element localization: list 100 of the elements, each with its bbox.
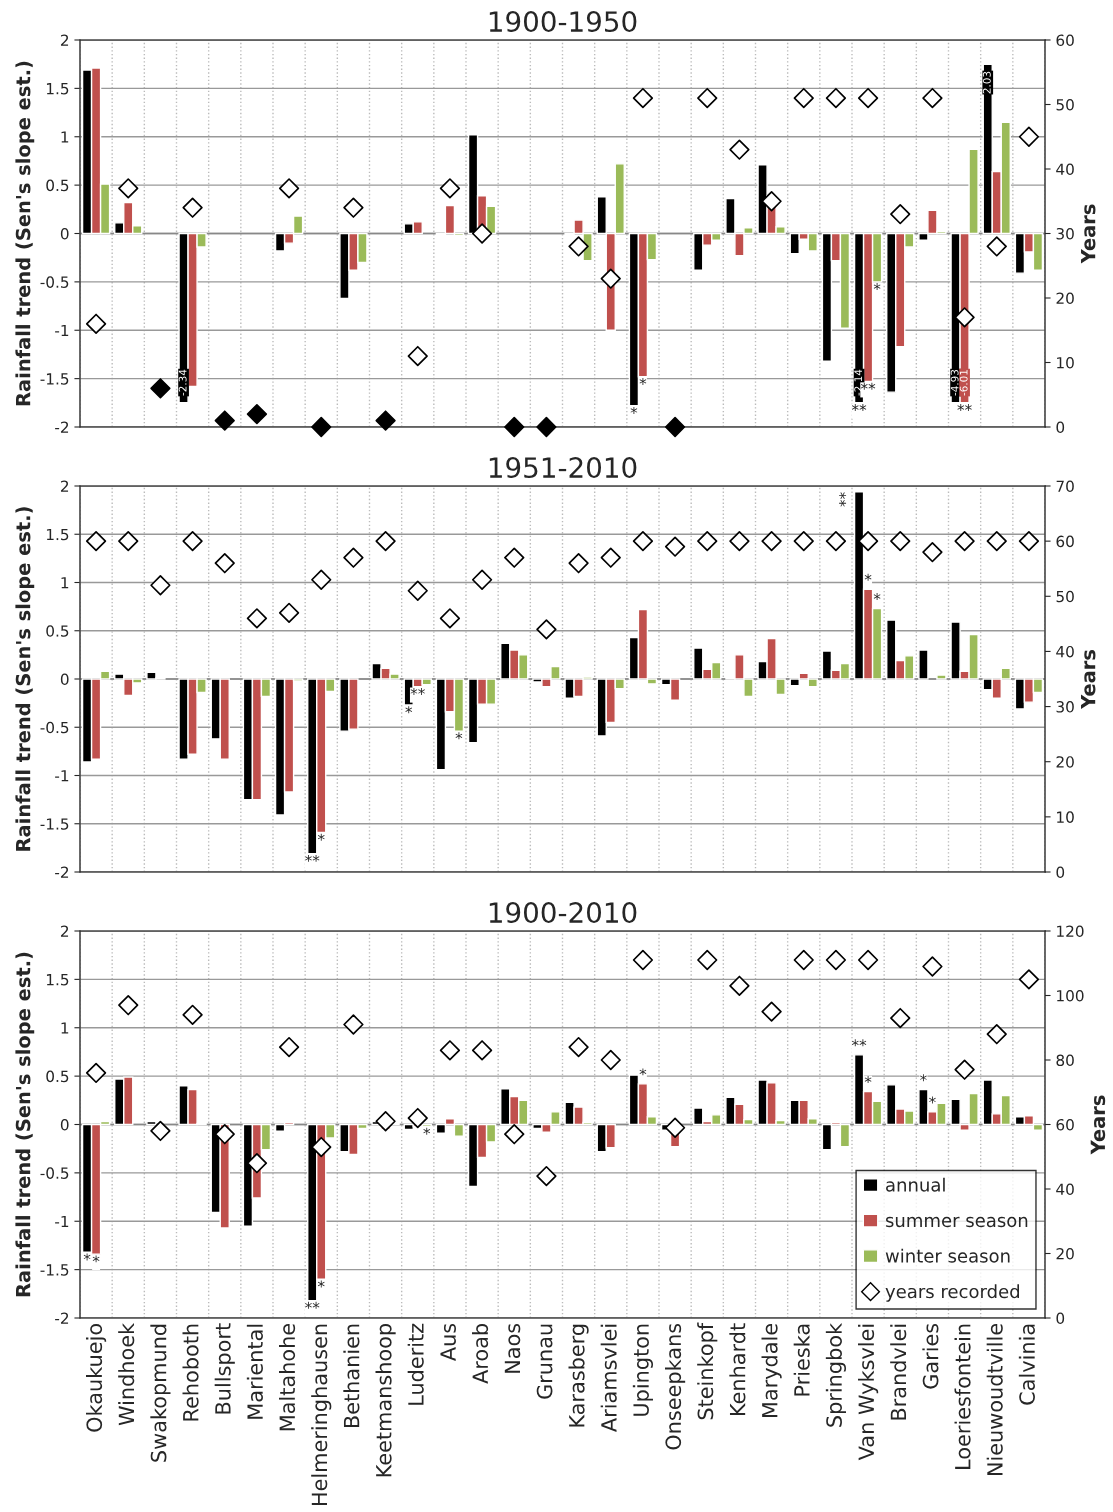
x-tick-label: Windhoek bbox=[118, 1322, 135, 1426]
x-tick-label: Swakopmund bbox=[150, 1324, 171, 1462]
point bbox=[85, 1062, 107, 1084]
point bbox=[504, 416, 525, 438]
point bbox=[600, 547, 621, 568]
y-tick-label: 0 bbox=[60, 1118, 69, 1131]
annotation: * bbox=[864, 573, 872, 581]
point bbox=[182, 530, 203, 552]
y-tick-label: 0.5 bbox=[46, 625, 69, 637]
legend-label: annual bbox=[886, 1177, 945, 1192]
point bbox=[375, 530, 396, 552]
point bbox=[278, 178, 300, 199]
y2-tick-label: 60 bbox=[1056, 34, 1074, 47]
x-tick-label: Nieuwoudtville bbox=[986, 1323, 1003, 1476]
y-tick-label: -1.5 bbox=[40, 1264, 69, 1276]
y2-tick-label: 50 bbox=[1056, 590, 1074, 603]
point bbox=[246, 1153, 268, 1174]
point bbox=[536, 1165, 557, 1187]
point bbox=[246, 403, 268, 425]
y-tick-label: 2 bbox=[60, 925, 69, 937]
point bbox=[664, 416, 686, 438]
y2-tick-label: 10 bbox=[1057, 811, 1074, 823]
point bbox=[182, 197, 203, 218]
y2-axis-title: Years bbox=[1081, 204, 1096, 264]
annotation: * bbox=[929, 1096, 936, 1104]
x-tick-label: Helmeringhausen bbox=[311, 1324, 332, 1506]
point bbox=[375, 410, 396, 431]
annotation: * bbox=[920, 1074, 927, 1082]
y-axis-title: Rainfall trend (Sen's slope est.) bbox=[15, 952, 35, 1297]
x-tick-label: Calvinia bbox=[1018, 1324, 1035, 1405]
annotation: -2.34 bbox=[178, 369, 187, 396]
point bbox=[664, 536, 686, 557]
point bbox=[1018, 530, 1040, 552]
y2-tick-label: 120 bbox=[1057, 925, 1084, 938]
point bbox=[407, 580, 428, 601]
y-tick-label: -0.5 bbox=[40, 276, 69, 288]
point bbox=[439, 1040, 461, 1061]
legend-label: winter season bbox=[885, 1248, 1010, 1263]
point bbox=[214, 1124, 235, 1145]
point bbox=[471, 569, 493, 590]
y-tick-label: 1 bbox=[61, 1022, 69, 1034]
point bbox=[922, 87, 943, 109]
annotation: * bbox=[455, 732, 463, 740]
annotation: * bbox=[873, 283, 881, 291]
annotation: ** bbox=[851, 1039, 867, 1047]
annotation: * bbox=[639, 1068, 647, 1076]
point bbox=[407, 345, 428, 367]
point bbox=[439, 608, 461, 629]
point bbox=[407, 1107, 428, 1129]
y2-tick-label: 0 bbox=[1056, 421, 1065, 434]
annotation: * bbox=[873, 593, 881, 601]
y-tick-label: -2 bbox=[55, 421, 69, 433]
point bbox=[922, 542, 943, 563]
point bbox=[118, 995, 139, 1016]
point bbox=[568, 553, 589, 574]
annotation: 2.03 bbox=[982, 71, 991, 94]
annotation: * bbox=[317, 833, 325, 841]
x-tick-label: Mariental bbox=[246, 1324, 263, 1419]
y-tick-label: -2 bbox=[55, 866, 69, 878]
y2-tick-label: 50 bbox=[1056, 98, 1074, 111]
y2-tick-label: 0 bbox=[1056, 866, 1065, 879]
point bbox=[729, 975, 750, 996]
annotation: * bbox=[83, 1253, 91, 1261]
point bbox=[697, 530, 718, 552]
y-tick-label: -1 bbox=[55, 770, 69, 782]
point bbox=[761, 1001, 782, 1022]
point bbox=[600, 268, 621, 289]
annotation: * bbox=[630, 406, 638, 414]
point bbox=[600, 1049, 621, 1071]
y2-tick-label: 10 bbox=[1057, 356, 1074, 369]
y-tick-label: -1 bbox=[55, 1215, 69, 1228]
x-tick-label: Maltahohe bbox=[279, 1323, 296, 1431]
y2-tick-label: 80 bbox=[1056, 1054, 1074, 1067]
point bbox=[343, 197, 364, 218]
point bbox=[150, 1120, 171, 1142]
y-tick-label: -0.5 bbox=[40, 1167, 69, 1179]
y-tick-label: 1.5 bbox=[46, 83, 69, 95]
y2-tick-label: 20 bbox=[1056, 756, 1074, 768]
bar bbox=[936, 674, 947, 680]
y-tick-label: -1 bbox=[55, 324, 69, 337]
point bbox=[150, 378, 171, 399]
point bbox=[697, 87, 718, 109]
annotation: ** bbox=[957, 404, 972, 412]
point bbox=[439, 178, 461, 199]
point bbox=[632, 530, 654, 552]
y-tick-label: -0.5 bbox=[40, 721, 69, 734]
x-tick-label: Karasberg bbox=[568, 1324, 589, 1427]
annotation: ** bbox=[860, 382, 876, 390]
point bbox=[729, 139, 750, 160]
y-tick-label: -1.5 bbox=[40, 818, 69, 830]
point bbox=[311, 416, 332, 438]
point bbox=[729, 530, 750, 552]
point bbox=[825, 530, 847, 552]
point bbox=[954, 530, 975, 552]
y-tick-label: 0 bbox=[60, 673, 69, 686]
x-tick-label: Brandvlei bbox=[890, 1324, 907, 1420]
legend-label: summer season bbox=[885, 1216, 1028, 1228]
chart-title: 1900-1950 bbox=[489, 11, 637, 33]
point bbox=[857, 530, 879, 552]
y2-tick-label: 20 bbox=[1056, 1247, 1074, 1260]
